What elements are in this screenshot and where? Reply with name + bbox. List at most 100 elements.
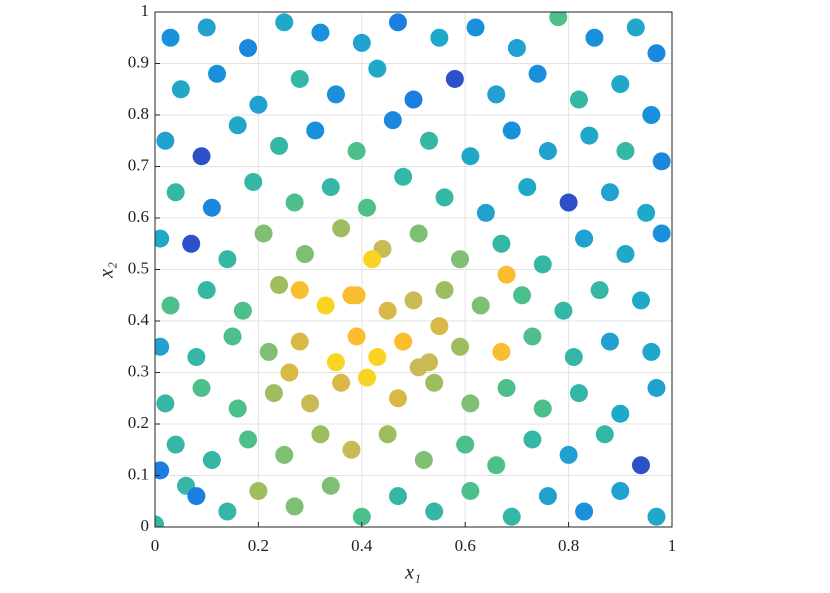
points (155, 12, 671, 527)
point (435, 281, 454, 300)
point (378, 301, 397, 320)
point (538, 487, 557, 506)
point (513, 286, 532, 305)
point (575, 229, 594, 248)
point (285, 193, 304, 212)
point (321, 476, 340, 495)
grid (154, 11, 673, 528)
point (239, 39, 258, 58)
point (590, 281, 609, 300)
point (425, 502, 444, 521)
ticks: 0 0.2 0.4 0.6 0.8 1 0 0.1 0.2 0.3 0.4 0.5 0.6 0.7 0.8 0… (128, 1, 677, 555)
point (461, 481, 480, 500)
point (394, 332, 413, 351)
point (378, 425, 397, 444)
point (388, 487, 407, 506)
point (388, 13, 407, 32)
point (254, 224, 273, 243)
point (290, 281, 309, 300)
point (487, 456, 506, 475)
point (435, 188, 454, 207)
y-tick-label: 0.4 (128, 310, 150, 329)
point (445, 69, 464, 88)
point (166, 435, 185, 454)
point (208, 64, 227, 83)
point (233, 301, 252, 320)
point (155, 461, 170, 480)
point (575, 502, 594, 521)
point (409, 224, 428, 243)
point (197, 18, 216, 37)
point (218, 502, 237, 521)
point (290, 332, 309, 351)
point (616, 245, 635, 264)
point (368, 348, 387, 367)
point (316, 296, 335, 315)
point (187, 487, 206, 506)
point (425, 373, 444, 392)
point (492, 342, 511, 361)
y-tick-label: 0.8 (128, 104, 149, 123)
x-tick-label: 0.8 (558, 536, 579, 555)
point (332, 373, 351, 392)
point (326, 353, 345, 372)
point (554, 301, 573, 320)
point (280, 363, 299, 382)
point (388, 389, 407, 408)
x-tick-label: 0.6 (455, 536, 476, 555)
point (394, 167, 413, 186)
point (502, 507, 521, 526)
point (533, 399, 552, 418)
point (652, 224, 671, 243)
point (451, 250, 470, 269)
point (626, 18, 645, 37)
point (161, 28, 180, 47)
point (275, 13, 294, 32)
point (569, 384, 588, 403)
point (301, 394, 320, 413)
point (326, 85, 345, 104)
point (155, 229, 170, 248)
point (600, 332, 619, 351)
point (466, 18, 485, 37)
point (461, 394, 480, 413)
point (533, 255, 552, 274)
point (507, 39, 526, 58)
point (414, 451, 433, 470)
point (187, 348, 206, 367)
point (461, 147, 480, 166)
point (487, 85, 506, 104)
point (456, 435, 475, 454)
point (642, 106, 661, 124)
point (156, 131, 175, 150)
point (420, 131, 439, 150)
point (497, 378, 516, 397)
y-tick-label: 0.6 (128, 207, 149, 226)
point (637, 203, 656, 222)
point (451, 337, 470, 356)
point (156, 394, 175, 413)
point (559, 193, 578, 212)
point (290, 69, 309, 88)
point (585, 28, 604, 47)
x-tick-label: 0 (151, 536, 160, 555)
point (223, 327, 242, 346)
y-tick-label: 0 (141, 516, 150, 535)
y-tick-label: 1 (141, 1, 150, 20)
point (580, 126, 599, 145)
point (347, 142, 366, 161)
point (192, 147, 211, 166)
y-tick-label: 0.7 (128, 155, 150, 174)
point (430, 317, 449, 336)
point (239, 430, 258, 449)
x-tick-label: 0.4 (351, 536, 373, 555)
point (264, 384, 283, 403)
point (363, 250, 382, 269)
point (631, 456, 650, 475)
point (275, 445, 294, 464)
point (523, 327, 542, 346)
point (321, 178, 340, 197)
y-axis-label: x₂ (96, 262, 118, 279)
point (311, 23, 330, 42)
